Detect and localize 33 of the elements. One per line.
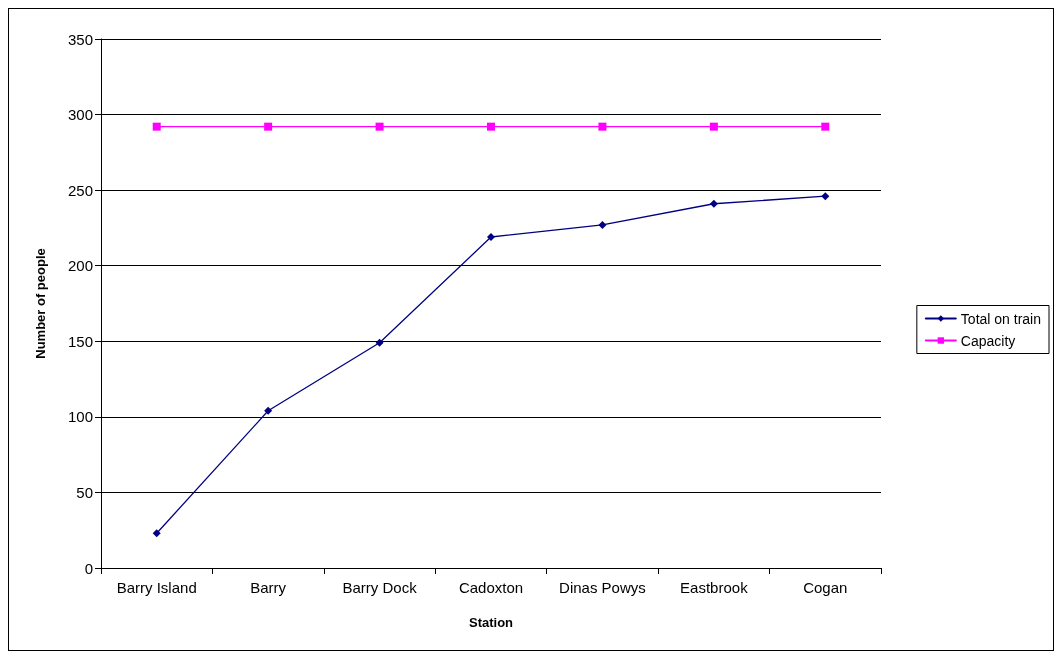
point <box>264 406 273 415</box>
x-tick-label: Cogan <box>803 579 848 596</box>
legend-label: Capacity <box>960 332 1016 349</box>
x-tick-label: Cadoxton <box>458 579 524 596</box>
point <box>709 199 718 208</box>
y-axis-title: Number of people <box>33 248 48 359</box>
point <box>375 122 384 131</box>
legend-label: Total on train <box>960 310 1042 327</box>
point <box>152 122 161 131</box>
point <box>264 122 273 131</box>
y-tick-label: 150 <box>67 332 93 350</box>
point <box>487 122 495 131</box>
x-axis-title: Station <box>468 615 514 630</box>
x-tick-label: Barry Dock <box>342 579 418 596</box>
y-tick-label: 300 <box>67 106 93 124</box>
y-tick-label: 200 <box>67 257 93 275</box>
point <box>821 192 830 201</box>
point <box>709 122 718 131</box>
y-tick-label: 50 <box>76 483 93 501</box>
x-tick-label: Barry Island <box>116 579 197 596</box>
y-tick-label: 350 <box>67 30 93 48</box>
point <box>598 122 607 131</box>
point <box>152 529 161 538</box>
y-tick-label: 250 <box>67 181 93 199</box>
y-tick-label: 0 <box>84 559 93 577</box>
x-tick-label: Barry <box>250 579 287 596</box>
point <box>821 122 830 131</box>
y-tick-label: 100 <box>67 408 93 426</box>
point <box>598 220 607 229</box>
x-tick-label: Eastbrook <box>680 579 749 596</box>
point <box>487 233 495 241</box>
x-tick-label: Dinas Powys <box>559 579 646 596</box>
point <box>375 338 384 347</box>
